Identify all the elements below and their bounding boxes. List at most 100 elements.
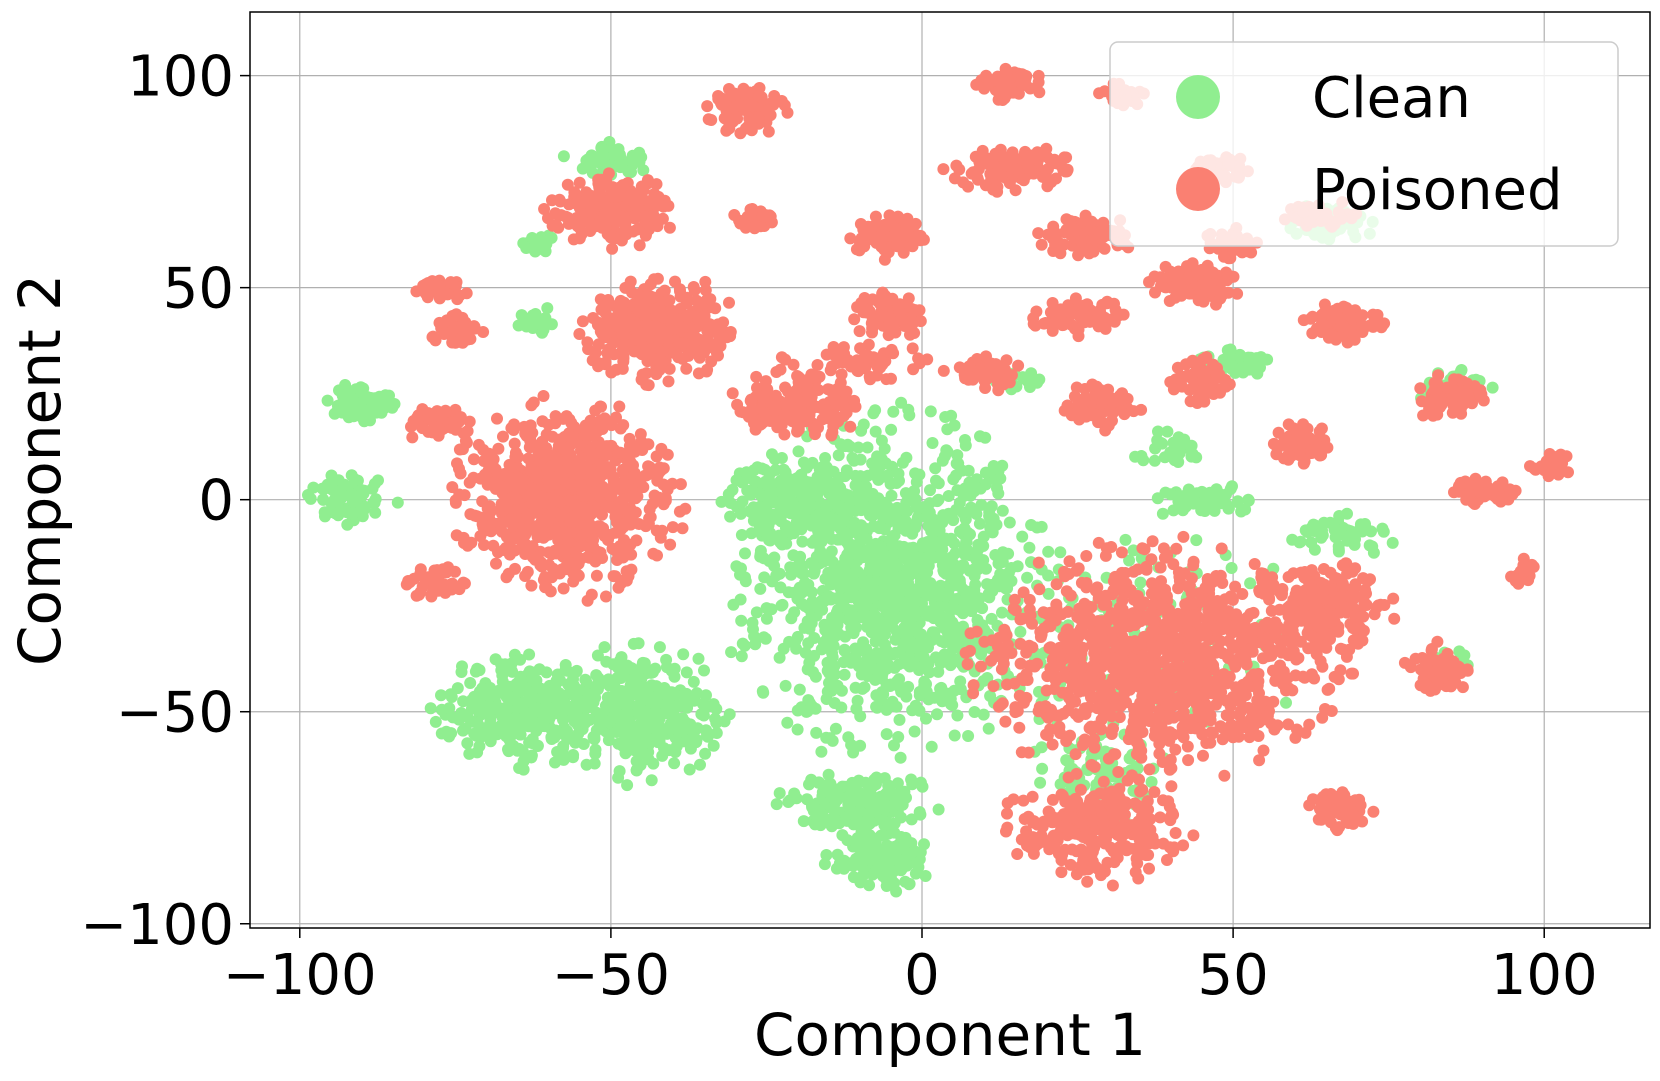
scatter-point — [800, 705, 813, 718]
scatter-point — [572, 727, 585, 740]
scatter-point — [828, 697, 841, 709]
scatter-point — [525, 579, 538, 592]
scatter-point — [443, 702, 456, 715]
scatter-point — [810, 726, 823, 739]
scatter-point — [1035, 741, 1048, 754]
scatter-point — [509, 562, 521, 575]
scatter-point — [1137, 454, 1150, 467]
scatter-point — [529, 487, 542, 500]
scatter-point — [511, 744, 524, 757]
scatter-point — [650, 524, 663, 537]
scatter-point — [465, 702, 478, 715]
scatter-point — [539, 581, 552, 594]
scatter-point — [620, 574, 633, 587]
scatter-point — [921, 659, 934, 672]
scatter-point — [849, 652, 862, 665]
scatter-point — [680, 666, 693, 679]
scatter-point — [952, 624, 965, 637]
scatter-point — [592, 678, 605, 691]
scatter-point — [754, 509, 767, 522]
scatter-point — [656, 749, 669, 762]
scatter-point — [881, 572, 894, 585]
scatter-point — [770, 798, 783, 811]
scatter-point — [811, 471, 824, 483]
scatter-point — [816, 786, 829, 799]
scatter-point — [467, 453, 480, 466]
scatter-point — [1453, 645, 1466, 658]
scatter-point — [932, 477, 945, 490]
scatter-point — [391, 496, 404, 509]
scatter-point — [512, 472, 525, 485]
scatter-point — [802, 637, 815, 650]
scatter-point — [893, 673, 906, 686]
scatter-point — [595, 714, 608, 727]
scatter-point — [553, 193, 566, 206]
scatter-point — [831, 564, 844, 577]
scatter-point — [648, 489, 661, 502]
scatter-point — [577, 738, 590, 750]
scatter-point — [851, 694, 864, 707]
scatter-point — [918, 838, 930, 851]
scatter-point — [910, 476, 923, 489]
scatter-point — [659, 494, 672, 507]
scatter-point — [883, 605, 896, 618]
scatter-point — [802, 694, 815, 707]
scatter-point — [1001, 582, 1014, 595]
scatter-point — [799, 646, 812, 659]
scatter-point — [843, 858, 856, 871]
scatter-point — [834, 582, 847, 595]
scatter-point — [616, 463, 629, 476]
scatter-point — [506, 665, 519, 678]
scatter-point — [698, 664, 710, 677]
scatter-point — [1486, 381, 1499, 394]
scatter-point — [609, 212, 622, 225]
scatter-point — [613, 765, 626, 778]
scatter-point — [570, 664, 583, 677]
scatter-point — [669, 275, 681, 288]
scatter-point — [598, 218, 611, 231]
scatter-point — [521, 565, 534, 578]
scatter-point — [861, 654, 873, 667]
scatter-point — [476, 730, 489, 743]
scatter-point — [905, 813, 918, 826]
scatter-point — [449, 494, 462, 507]
scatter-point — [621, 707, 634, 719]
scatter-point — [650, 178, 663, 191]
scatter-point — [589, 747, 602, 760]
scatter-point — [550, 692, 563, 705]
scatter-point — [561, 725, 573, 737]
scatter-point — [569, 499, 582, 512]
scatter-point — [842, 550, 855, 563]
scatter-point — [628, 345, 641, 358]
scatter-point — [900, 657, 913, 670]
scatter-point — [886, 534, 899, 547]
scatter-point — [676, 352, 689, 365]
scatter-point — [464, 677, 477, 689]
scatter-point — [614, 540, 626, 553]
scatter-point — [791, 723, 804, 736]
scatter-point — [642, 379, 655, 392]
scatter-point — [687, 727, 700, 739]
scatter-point — [792, 519, 805, 532]
scatter-point — [487, 539, 500, 552]
scatter-point — [1201, 495, 1214, 508]
scatter-point — [613, 400, 626, 413]
scatter-point — [819, 452, 832, 464]
scatter-point — [766, 575, 779, 588]
scatter-point — [1036, 762, 1049, 775]
scatter-point — [894, 751, 907, 764]
scatter-point — [557, 713, 569, 726]
scatter-point — [899, 487, 912, 500]
scatter-point — [994, 472, 1007, 485]
scatter-point — [358, 404, 371, 417]
scatter-point — [594, 546, 607, 559]
scatter-point — [858, 681, 871, 694]
scatter-point — [476, 518, 489, 531]
scatter-point — [740, 466, 753, 479]
scatter-point — [800, 461, 813, 474]
scatter-point — [621, 662, 633, 675]
scatter-point — [849, 681, 862, 694]
scatter-point — [456, 660, 468, 673]
scatter-point — [517, 755, 530, 768]
scatter-point — [893, 713, 906, 726]
